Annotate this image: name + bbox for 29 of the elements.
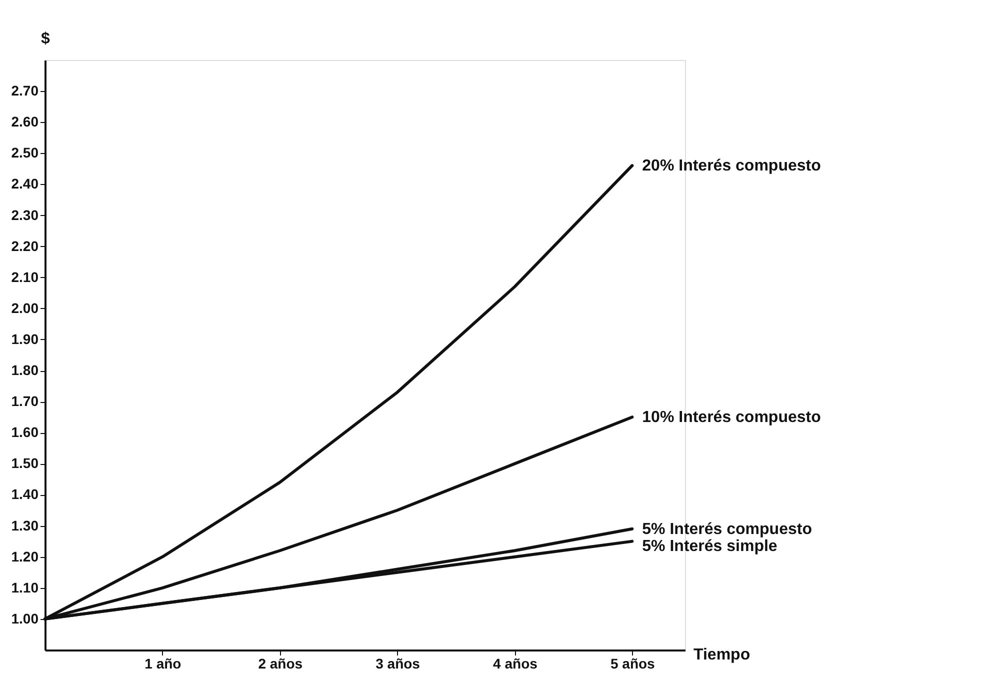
y-tick-label: 2.20 xyxy=(11,238,39,254)
series-label: 5% Interés simple xyxy=(642,538,778,555)
y-tick-label: 1.80 xyxy=(11,362,39,378)
y-tick-label: 1.20 xyxy=(11,548,39,564)
y-tick-label: 2.70 xyxy=(11,82,39,99)
series-label: 5% Interés compuesto xyxy=(642,520,812,538)
y-tick-label: 1.00 xyxy=(11,610,39,626)
x-axis-title: Tiempo xyxy=(694,646,750,664)
x-tick-label: 3 años xyxy=(376,656,420,672)
y-axis-title: $ xyxy=(41,30,50,48)
y-tick-label: 2.00 xyxy=(11,300,39,316)
series-label: 10% Interés compuesto xyxy=(642,409,822,426)
y-tick-label: 2.10 xyxy=(11,268,39,285)
y-tick-label: 2.30 xyxy=(11,206,39,223)
x-tick-label: 1 año xyxy=(144,656,182,672)
y-tick-label: 1.40 xyxy=(11,486,39,502)
x-tick-label: 5 años xyxy=(610,656,656,672)
y-tick-label: 2.40 xyxy=(11,176,39,192)
series-label: 20% Interés compuesto xyxy=(642,158,822,175)
x-tick-label: 2 años xyxy=(258,656,303,672)
y-tick-label: 1.10 xyxy=(11,579,39,596)
y-tick-label: 1.90 xyxy=(11,330,39,347)
y-tick-label: 1.50 xyxy=(11,455,39,472)
y-tick-label: 1.70 xyxy=(11,393,39,410)
y-tick-label: 2.50 xyxy=(11,144,39,161)
y-tick-label: 1.60 xyxy=(11,424,39,440)
x-tick-label: 4 años xyxy=(493,656,538,672)
y-tick-label: 2.60 xyxy=(11,114,39,130)
y-tick-label: 1.30 xyxy=(11,517,39,534)
